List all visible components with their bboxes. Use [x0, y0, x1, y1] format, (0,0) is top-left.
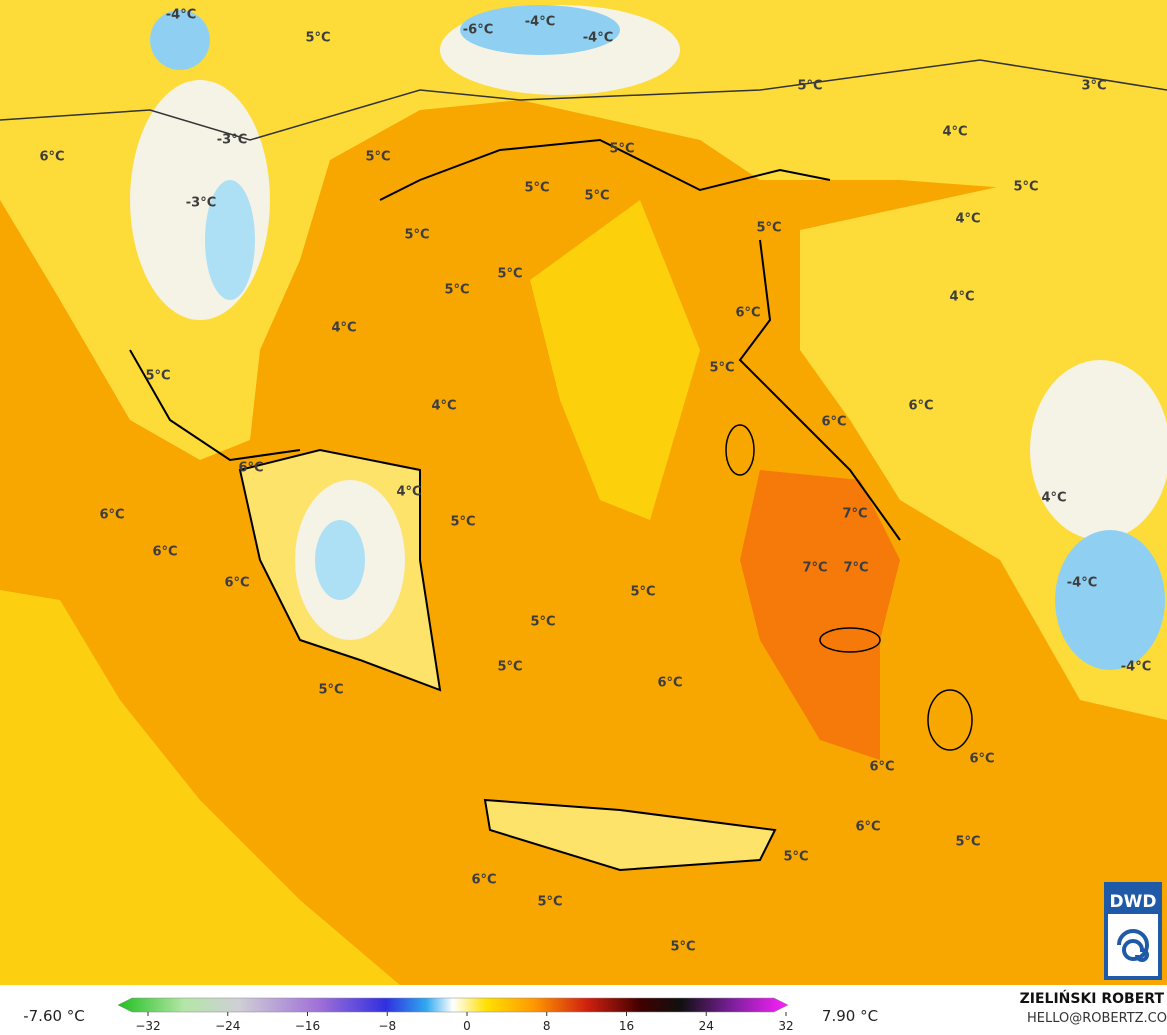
temperature-label: 5°C: [365, 150, 390, 165]
temperature-label: 4°C: [955, 212, 980, 227]
author: ZIELIŃSKI ROBERT: [1020, 989, 1165, 1007]
temperature-label: 4°C: [331, 321, 356, 336]
temperature-label: 5°C: [404, 228, 429, 243]
colorbar: [117, 997, 789, 1013]
temperature-label: 6°C: [152, 545, 177, 560]
temperature-label: 5°C: [444, 283, 469, 298]
temperature-label: 5°C: [670, 940, 695, 955]
temperature-label: 6°C: [855, 820, 880, 835]
colorbar-min: -7.60 °C: [23, 1007, 85, 1025]
colorbar-tick-label: 0: [463, 1019, 471, 1033]
colorbar-tick-label: −24: [215, 1019, 240, 1033]
temperature-label: 5°C: [797, 79, 822, 94]
colorbar-tick-label: 8: [543, 1019, 551, 1033]
temperature-label: 5°C: [537, 895, 562, 910]
temperature-label: 5°C: [955, 835, 980, 850]
temperature-label: 7°C: [843, 561, 868, 576]
temperature-label: 5°C: [1013, 180, 1038, 195]
colorbar-tick-label: −8: [378, 1019, 396, 1033]
temperature-label: 6°C: [471, 873, 496, 888]
temperature-label: -6°C: [463, 23, 493, 38]
temperature-label: 7°C: [842, 507, 867, 522]
temperature-label: 4°C: [949, 290, 974, 305]
temperature-label: -4°C: [1067, 576, 1097, 591]
colorbar-tick-label: 24: [699, 1019, 714, 1033]
temperature-label: 4°C: [942, 125, 967, 140]
temperature-label: 5°C: [497, 660, 522, 675]
temperature-label: 6°C: [238, 461, 263, 476]
temperature-label: -4°C: [583, 31, 613, 46]
temperature-label: 5°C: [318, 683, 343, 698]
temperature-label: -4°C: [1121, 660, 1151, 675]
temperature-label: 5°C: [305, 31, 330, 46]
colorbar-tick-label: 32: [778, 1019, 793, 1033]
colorbar-tick-label: −32: [135, 1019, 160, 1033]
map-background: [0, 0, 1167, 985]
temperature-label: -4°C: [166, 8, 196, 23]
temperature-label: -4°C: [525, 15, 555, 30]
temperature-label: 7°C: [802, 561, 827, 576]
temperature-label: 4°C: [431, 399, 456, 414]
temperature-label: 6°C: [821, 415, 846, 430]
temperature-label: 5°C: [530, 615, 555, 630]
temperature-label: 6°C: [735, 306, 760, 321]
temperature-label: 5°C: [450, 515, 475, 530]
temperature-label: 4°C: [1041, 491, 1066, 506]
dwd-logo: DWD: [1104, 882, 1162, 980]
temperature-label: 5°C: [756, 221, 781, 236]
temperature-label: 5°C: [584, 189, 609, 204]
temperature-label: 6°C: [969, 752, 994, 767]
temperature-label: 5°C: [609, 142, 634, 157]
colorbar-tick-label: −16: [295, 1019, 320, 1033]
logo-text: DWD: [1110, 892, 1157, 912]
temperature-label: 5°C: [709, 361, 734, 376]
temperature-label: 6°C: [869, 760, 894, 775]
temperature-label: -3°C: [186, 196, 216, 211]
temperature-label: 4°C: [396, 485, 421, 500]
temperature-labels: -4°C 5°C -6°C -4°C -4°C 5°C 3°C -3°C 6°C 5°C 5°C 4°…: [39, 8, 1151, 955]
email: HELLO@ROBERTZ.CO: [1027, 1011, 1167, 1026]
temperature-label: 6°C: [657, 676, 682, 691]
temperature-label: -3°C: [217, 133, 247, 148]
temperature-label: 5°C: [145, 369, 170, 384]
temperature-label: 6°C: [39, 150, 64, 165]
temperature-label: 5°C: [783, 850, 808, 865]
temperature-label: 5°C: [630, 585, 655, 600]
colorbar-tick-label: 16: [619, 1019, 634, 1033]
colorbar-max: 7.90 °C: [822, 1007, 878, 1025]
temperature-label: 5°C: [524, 181, 549, 196]
temperature-label: 3°C: [1081, 79, 1106, 94]
temperature-label: 6°C: [99, 508, 124, 523]
temperature-label: 6°C: [224, 576, 249, 591]
temperature-label: 6°C: [908, 399, 933, 414]
temperature-label: 5°C: [497, 267, 522, 282]
